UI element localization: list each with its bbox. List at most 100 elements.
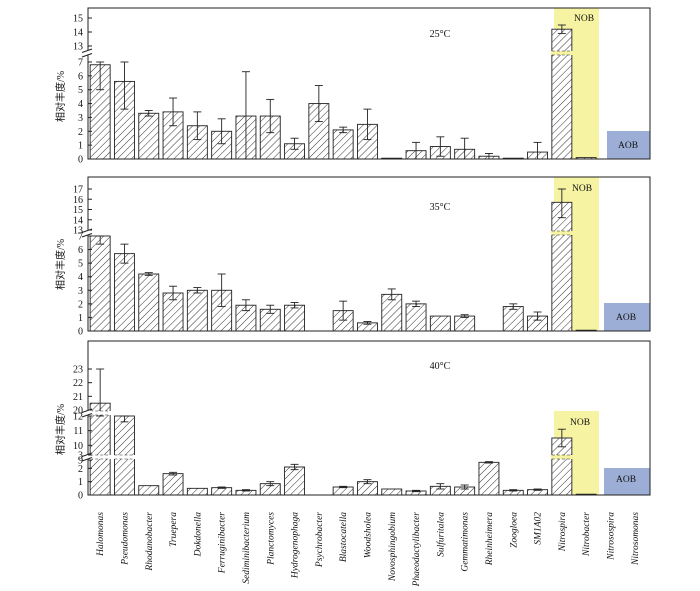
panel-title: 25°C (430, 29, 451, 40)
category-label: Zoogloea (509, 512, 519, 548)
bar (89, 235, 111, 332)
panel-title: 40°C (430, 361, 451, 372)
category-label: Rhodanobacter (145, 512, 155, 572)
category-label: Novosphingobium (388, 512, 398, 582)
bar (429, 315, 451, 332)
bar (332, 486, 354, 496)
y-tick-label: 5 (78, 85, 83, 96)
y-tick-label: 5 (78, 259, 83, 270)
category-label: Nitrobacter (582, 512, 592, 557)
category-label: Pseudomonas (120, 512, 130, 566)
y-tick-label: 16 (73, 195, 83, 206)
y-tick-label: 23 (73, 365, 83, 376)
y-axis-label: 相对丰度/% (54, 239, 67, 290)
y-tick-label: 6 (78, 71, 83, 82)
bar (89, 402, 111, 496)
axis-break-mark (81, 413, 93, 418)
plot-frame (87, 176, 651, 332)
category-label: Dokdonella (193, 512, 203, 558)
category-label: Phaeodactylibacter (412, 512, 422, 588)
category-label: Sulfuritalea (435, 512, 446, 557)
y-tick-label: 3 (78, 286, 83, 297)
y-tick-label: 20 (73, 406, 83, 417)
nob-label: NOB (570, 418, 590, 428)
y-tick-label: 13 (73, 226, 83, 237)
bar (186, 487, 208, 496)
bar (551, 28, 573, 160)
bar-break (550, 455, 573, 459)
category-label: Ferruginibacter (218, 512, 228, 575)
y-tick-label: 4 (78, 272, 83, 283)
y-tick-label: 22 (73, 378, 83, 389)
y-tick-label: 1 (78, 477, 83, 488)
bar-break (550, 51, 573, 55)
bar (284, 304, 305, 332)
bar-break (550, 231, 573, 235)
nob-label: NOB (574, 14, 594, 24)
aob-label: AOB (618, 141, 638, 151)
bar-break (89, 455, 112, 459)
axis-break-gap (82, 454, 92, 460)
y-tick-label: 10 (73, 441, 83, 452)
y-tick-label: 11 (73, 426, 83, 437)
bar (113, 253, 135, 332)
y-tick-label: 3 (78, 451, 83, 462)
bar (332, 129, 354, 160)
y-tick-label: 15 (73, 14, 83, 25)
bar-break (89, 411, 112, 415)
aob-label: AOB (616, 475, 636, 485)
y-tick-label: 0 (78, 327, 83, 338)
y-tick-label: 3 (78, 113, 83, 124)
bar (284, 466, 305, 496)
y-tick-label: 15 (73, 205, 83, 216)
y-tick-label: 7 (78, 232, 83, 243)
y-tick-label: 21 (73, 392, 83, 403)
category-label: Hydrogenophaga (291, 512, 301, 579)
plot-frame (87, 7, 651, 160)
aob-block (604, 303, 650, 331)
axis-break-mark (81, 48, 93, 53)
aob-block (604, 468, 650, 495)
bar (502, 306, 524, 332)
bar (138, 112, 160, 160)
bar (454, 315, 476, 332)
axis-break-mark (81, 53, 93, 58)
y-tick-label: 2 (78, 127, 83, 138)
panel-25c: NOB AOB 25°C 0 1 2 3 4 5 6 7 13 14 15 相对丰度/% (54, 7, 651, 166)
y-tick-label: 4 (78, 99, 83, 110)
y-tick-label: 1 (78, 313, 83, 324)
bar (381, 488, 403, 496)
bar (551, 201, 573, 332)
bars-25c (89, 24, 597, 160)
bar (186, 289, 208, 332)
category-label: Planctomyces (266, 512, 276, 566)
y-tick-label: 7 (78, 58, 83, 69)
plot-frame (87, 340, 651, 496)
bars-40c (89, 368, 597, 496)
y-axis-label: 相对丰度/% (54, 404, 67, 455)
category-label: Blastocatella (339, 512, 349, 562)
panel-title: 35°C (430, 202, 451, 213)
axis-break-mark (81, 233, 93, 238)
axis-break-gap (82, 50, 92, 56)
category-label: Nitrosomonas (631, 512, 641, 566)
category-label: Woodsholea (363, 512, 373, 558)
category-label: Gemmatimonas (461, 512, 471, 572)
category-label: Nitrospira (558, 512, 568, 552)
y-tick-label: 0 (78, 155, 83, 166)
aob-block (607, 131, 650, 159)
y-tick-label: 14 (73, 215, 83, 226)
bar-break (113, 455, 136, 459)
category-label: Truepera (169, 512, 179, 547)
y-axis-label: 相对丰度/% (54, 71, 67, 122)
category-label: Rheinheimera (485, 512, 495, 567)
category-label: Psychrobacter (315, 512, 325, 568)
y-ticks-25c: 0 1 2 3 4 5 6 7 13 14 15 (73, 14, 93, 166)
axis-break-gap (82, 230, 92, 236)
y-tick-label: 17 (73, 185, 83, 196)
y-tick-label: 2 (78, 464, 83, 475)
